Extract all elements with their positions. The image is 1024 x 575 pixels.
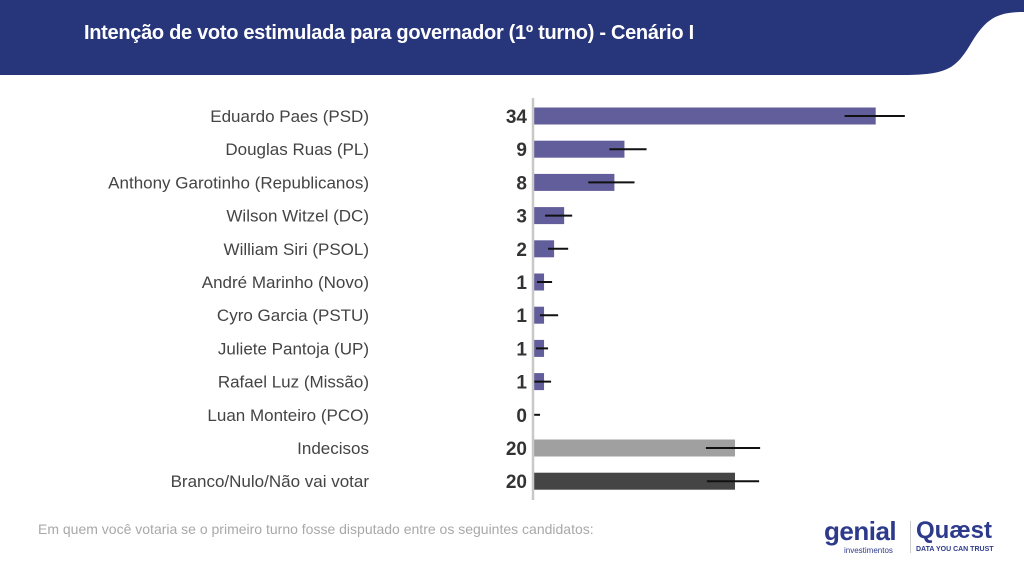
category-label: Branco/Nulo/Não vai votar	[171, 472, 370, 491]
category-label: Wilson Witzel (DC)	[226, 207, 369, 226]
bar-chart: Eduardo Paes (PSD) 34 Douglas Ruas (PL) 9 An…	[108, 98, 905, 500]
bar	[534, 140, 625, 158]
value-label: 9	[516, 140, 527, 161]
quaest-logo: Quæst	[916, 517, 993, 544]
header-banner: Intenção de voto estimulada para governa…	[0, 0, 1024, 75]
value-label: 1	[516, 339, 527, 360]
genial-logo: genial	[824, 516, 897, 546]
category-label: Indecisos	[297, 439, 369, 458]
value-label: 1	[516, 373, 527, 394]
logo-divider	[910, 521, 911, 553]
page-title: Intenção de voto estimulada para governa…	[84, 22, 694, 44]
quaest-logo-sub: DATA YOU CAN TRUST	[916, 546, 994, 553]
value-label: 1	[516, 273, 527, 294]
value-label: 8	[516, 173, 527, 194]
category-label: André Marinho (Novo)	[202, 273, 369, 292]
category-label: Cyro Garcia (PSTU)	[217, 306, 369, 325]
value-label: 2	[516, 240, 527, 261]
category-label: Luan Monteiro (PCO)	[207, 406, 369, 425]
value-label: 20	[506, 472, 527, 493]
genial-logo-sub: investimentos	[844, 546, 893, 555]
value-label: 20	[506, 439, 527, 460]
bar	[534, 107, 876, 125]
value-label: 3	[516, 207, 527, 228]
category-label: William Siri (PSOL)	[224, 240, 369, 259]
value-label: 0	[516, 406, 527, 427]
bar	[534, 439, 735, 457]
bar	[534, 240, 555, 258]
value-label: 1	[516, 306, 527, 327]
category-label: Rafael Luz (Missão)	[218, 373, 369, 392]
category-label: Anthony Garotinho (Republicanos)	[108, 173, 369, 192]
header-shape	[0, 0, 1024, 75]
category-label: Eduardo Paes (PSD)	[210, 107, 369, 126]
logos: genial investimentos Quæst DATA YOU CAN …	[824, 518, 999, 558]
footnote: Em quem você votaria se o primeiro turno…	[38, 521, 594, 537]
category-label: Douglas Ruas (PL)	[225, 140, 369, 159]
bar	[534, 472, 735, 490]
category-label: Juliete Pantoja (UP)	[218, 339, 369, 358]
value-label: 34	[506, 107, 528, 128]
bar	[534, 306, 545, 324]
bar	[534, 173, 615, 191]
